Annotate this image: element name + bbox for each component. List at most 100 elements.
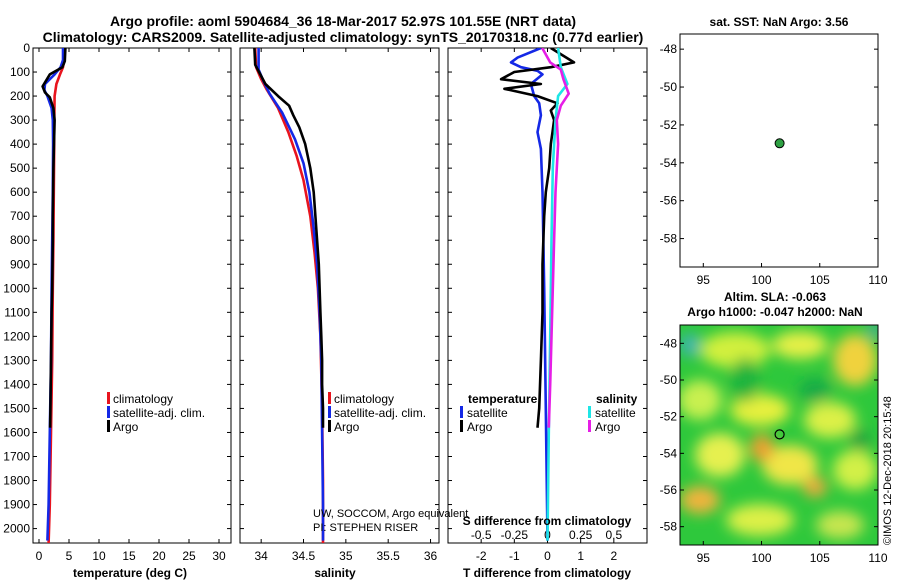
map-y-tick-label: -58 <box>660 520 678 534</box>
difference-x-label-top: S difference from climatology <box>463 514 632 528</box>
sla-map-ticks: 95 100 105 110 -48 -50 -52 -54 -56 -58 <box>660 336 888 565</box>
salinity-series <box>253 48 325 543</box>
difference-chart: -2 -1 0 1 2-0.5 -0.25 0 0.25 0.5 T difference fr… <box>460 48 638 580</box>
sst-map-frame <box>679 33 879 268</box>
legend-label-t-satellite: satellite <box>467 406 508 420</box>
x-tick-label: 20 <box>152 549 166 563</box>
depth-tick-label: 1800 <box>3 474 30 488</box>
legend-swatch-t-satellite <box>460 406 463 418</box>
legend-swatch-satellite-adj <box>328 406 331 418</box>
sla-heatmap-field <box>680 325 878 545</box>
series-line-climatology <box>253 48 325 543</box>
sla-blobs <box>680 325 878 539</box>
salinity-diff-legend: salinity satellite Argo <box>588 392 638 434</box>
sla-map-title-line2: Argo h1000: -0.047 h2000: NaN <box>687 305 862 319</box>
x-top-tick-label: 0.5 <box>605 528 622 542</box>
legend-label-satellite-adj: satellite-adj. clim. <box>334 406 426 420</box>
legend-label-s-satellite: satellite <box>595 406 636 420</box>
map-y-tick-label: -58 <box>660 232 678 246</box>
salinity-x-label: salinity <box>314 566 356 580</box>
legend-label-climatology: climatology <box>334 392 394 406</box>
map-x-tick-label: 105 <box>810 551 830 565</box>
temperature-x-ticks: 0 5 10 15 20 25 30 <box>36 48 226 563</box>
map-x-tick-label: 100 <box>752 273 772 287</box>
x-tick-label: 25 <box>182 549 196 563</box>
legend-label-t-argo: Argo <box>467 420 493 434</box>
salinity-chart: 34 34.5 35 35.5 36 salinity climatology sate… <box>253 48 468 580</box>
series-line-argo <box>41 48 67 428</box>
x-tick-label: 36 <box>424 549 438 563</box>
x-tick-label: -2 <box>476 549 487 563</box>
difference-x-label-bottom: T difference from climatology <box>463 566 631 580</box>
x-tick-label: 35.5 <box>377 549 401 563</box>
temperature-panel-frame <box>32 47 232 544</box>
map-x-tick-label: 100 <box>752 551 772 565</box>
legend-label-s-argo: Argo <box>595 420 621 434</box>
difference-series <box>499 48 576 541</box>
x-tick-label: 2 <box>610 549 617 563</box>
depth-tick-label: 1300 <box>3 353 30 367</box>
map-y-tick-label: -54 <box>660 446 678 460</box>
x-tick-label: 5 <box>66 549 73 563</box>
x-tick-label: 10 <box>92 549 106 563</box>
salinity-x-ticks: 34 34.5 35 35.5 36 <box>254 48 438 563</box>
legend-swatch-argo <box>107 420 110 432</box>
sla-map-title-line1: Altim. SLA: -0.063 <box>724 290 826 304</box>
legend-swatch-t-argo <box>460 420 463 432</box>
salinity-panel-frame <box>239 47 440 544</box>
temperature-legend: climatology satellite-adj. clim. Argo <box>107 392 205 434</box>
legend-swatch-s-argo <box>588 420 591 432</box>
depth-tick-label: 1700 <box>3 449 30 463</box>
depth-tick-label: 900 <box>10 257 30 271</box>
depth-tick-label: 1200 <box>3 329 30 343</box>
map-y-tick-label: -50 <box>660 80 678 94</box>
x-top-tick-label: -0.5 <box>471 528 492 542</box>
map-y-tick-label: -56 <box>660 194 678 208</box>
pi-note: PI: STEPHEN RISER <box>313 522 418 534</box>
map-y-tick-label: -48 <box>660 42 678 56</box>
sst-map-ticks: 95 100 105 110 -48 -50 -52 -54 -56 -58 <box>660 42 888 287</box>
map-x-tick-label: 95 <box>697 551 711 565</box>
depth-tick-label: 1500 <box>3 401 30 415</box>
sst-map-title: sat. SST: NaN Argo: 3.56 <box>710 15 849 29</box>
x-top-tick-label: 0.25 <box>569 528 593 542</box>
sla-map: Altim. SLA: -0.063 Argo h1000: -0.047 h2… <box>660 290 888 565</box>
difference-x-ticks: -2 -1 0 1 2-0.5 -0.25 0 0.25 0.5 <box>471 48 622 563</box>
temperature-chart: 0 5 10 15 20 25 30 temperature (deg C) climato… <box>36 48 226 580</box>
x-tick-label: -1 <box>509 549 520 563</box>
depth-tick-label: 800 <box>10 233 30 247</box>
legend-swatch-s-satellite <box>588 406 591 418</box>
map-x-tick-label: 105 <box>810 273 830 287</box>
map-y-tick-label: -54 <box>660 156 678 170</box>
figure-title-line2: Climatology: CARS2009. Satellite-adjuste… <box>43 29 644 45</box>
depth-tick-label: 500 <box>10 161 30 175</box>
temperature-diff-legend: temperature satellite Argo <box>460 392 538 434</box>
depth-tick-label: 400 <box>10 137 30 151</box>
depth-tick-label: 200 <box>10 89 30 103</box>
map-x-tick-label: 110 <box>868 273 887 287</box>
x-tick-label: 34.5 <box>292 549 316 563</box>
map-y-tick-label: -52 <box>660 118 678 132</box>
x-tick-label: 34 <box>254 549 268 563</box>
x-tick-label: 35 <box>339 549 353 563</box>
series-line-argo <box>253 48 325 428</box>
float-location-marker <box>774 138 785 149</box>
program-note: UW, SOCCOM, Argo equivalent <box>313 508 468 520</box>
depth-tick-label: 1600 <box>3 425 30 439</box>
depth-tick-label: 0 <box>23 41 30 55</box>
series-line-satellite-adj-clim- <box>257 48 325 541</box>
temperature-series <box>41 48 67 543</box>
depth-tick-label: 1400 <box>3 377 30 391</box>
depth-axis: 0 100 200 300 400 500 600 700 800 900 1000 1100 1200… <box>3 41 647 536</box>
float-location-marker <box>774 429 785 440</box>
imos-credit: ©IMOS 12-Dec-2018 20:15:48 <box>882 396 894 545</box>
sla-map-frame <box>679 324 879 546</box>
legend-label-satellite-adj: satellite-adj. clim. <box>113 406 205 420</box>
depth-tick-label: 100 <box>10 65 30 79</box>
map-y-tick-label: -48 <box>660 336 678 350</box>
depth-tick-label: 2000 <box>3 522 30 536</box>
salinity-legend: climatology satellite-adj. clim. Argo <box>328 392 426 434</box>
x-tick-label: 30 <box>212 549 226 563</box>
sst-map: sat. SST: NaN Argo: 3.56 95 100 105 110 -48 -… <box>660 15 888 287</box>
map-y-tick-label: -50 <box>660 373 678 387</box>
